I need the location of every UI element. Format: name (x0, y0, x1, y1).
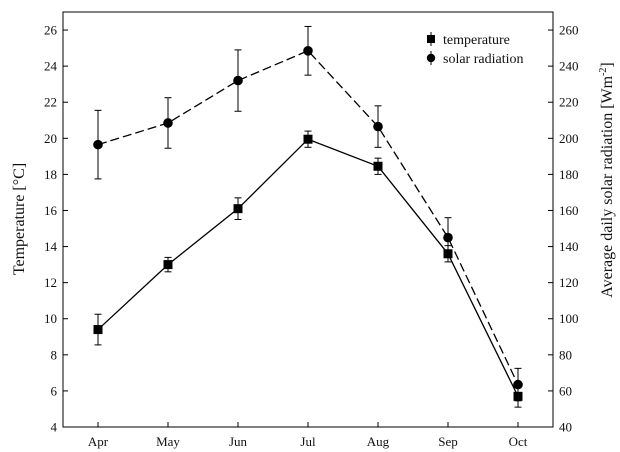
left-tick-label: 18 (44, 167, 57, 182)
temperature-point (303, 134, 313, 144)
x-tick-label: Oct (509, 434, 528, 449)
legend-temperature-label: temperature (443, 33, 510, 48)
left-tick-label: 22 (44, 95, 57, 110)
solar-radiation-point (163, 118, 173, 128)
temperature-point (373, 161, 383, 171)
right-tick-label: 100 (559, 311, 579, 326)
left-tick-label: 26 (44, 23, 58, 38)
left-tick-label: 10 (44, 311, 57, 326)
x-tick-label: Apr (88, 434, 109, 449)
left-tick-label: 8 (51, 347, 58, 362)
left-tick-label: 24 (44, 59, 58, 74)
legend-solar-label: solar radiation (443, 52, 523, 67)
left-tick-label: 6 (51, 383, 58, 398)
solar-radiation-point (93, 139, 103, 150)
right-axis-title: Average daily solar radiation [Wm-2] (598, 62, 616, 298)
temperature-point (163, 260, 173, 270)
right-axis-title-main: Average daily solar radiation [Wm (599, 75, 616, 297)
solar-radiation-point (303, 45, 313, 56)
left-tick-label: 4 (51, 420, 58, 435)
right-tick-label: 240 (559, 59, 579, 74)
left-axis-title: Temperature [°C] (11, 163, 28, 275)
right-axis-ticks: 40 60 80 100 120 140 160 180 200 220 240 260 (548, 23, 579, 435)
x-tick-label: Aug (367, 434, 390, 449)
right-tick-label: 80 (559, 347, 572, 362)
x-tick-label: Sep (438, 434, 458, 449)
right-tick-label: 60 (559, 383, 572, 398)
right-axis-title-close: ] (599, 62, 616, 67)
right-axis-title-sup: -2 (598, 68, 609, 76)
right-tick-label: 140 (559, 239, 579, 254)
solar-radiation-point (233, 75, 243, 86)
right-tick-label: 260 (559, 23, 579, 38)
x-tick-label: Jul (300, 434, 316, 449)
legend: temperature solar radiation (426, 32, 523, 67)
right-tick-label: 40 (559, 420, 572, 435)
temperature-line (97, 138, 519, 397)
right-tick-label: 160 (559, 203, 579, 218)
temperature-point (233, 204, 243, 214)
x-tick-label: Jun (229, 434, 248, 449)
right-tick-label: 180 (559, 167, 579, 182)
x-tick-label: May (156, 434, 180, 449)
series-layer (93, 25, 523, 408)
right-tick-label: 120 (559, 275, 579, 290)
solar-radiation-point (373, 121, 383, 132)
left-tick-label: 20 (44, 131, 57, 146)
left-tick-label: 16 (44, 203, 58, 218)
solar-radiation-point (443, 232, 453, 243)
solar-radiation-point (513, 379, 523, 390)
x-axis-ticks: Apr May Jun Jul Aug Sep Oct (88, 422, 528, 449)
left-tick-label: 12 (44, 275, 57, 290)
right-tick-label: 220 (559, 95, 579, 110)
right-tick-label: 200 (559, 131, 579, 146)
solar-radiation-line (97, 50, 519, 385)
left-tick-label: 14 (44, 239, 58, 254)
temperature-point (93, 325, 103, 335)
left-axis-ticks: 4 6 8 10 12 14 16 18 20 22 24 26 (44, 23, 68, 435)
